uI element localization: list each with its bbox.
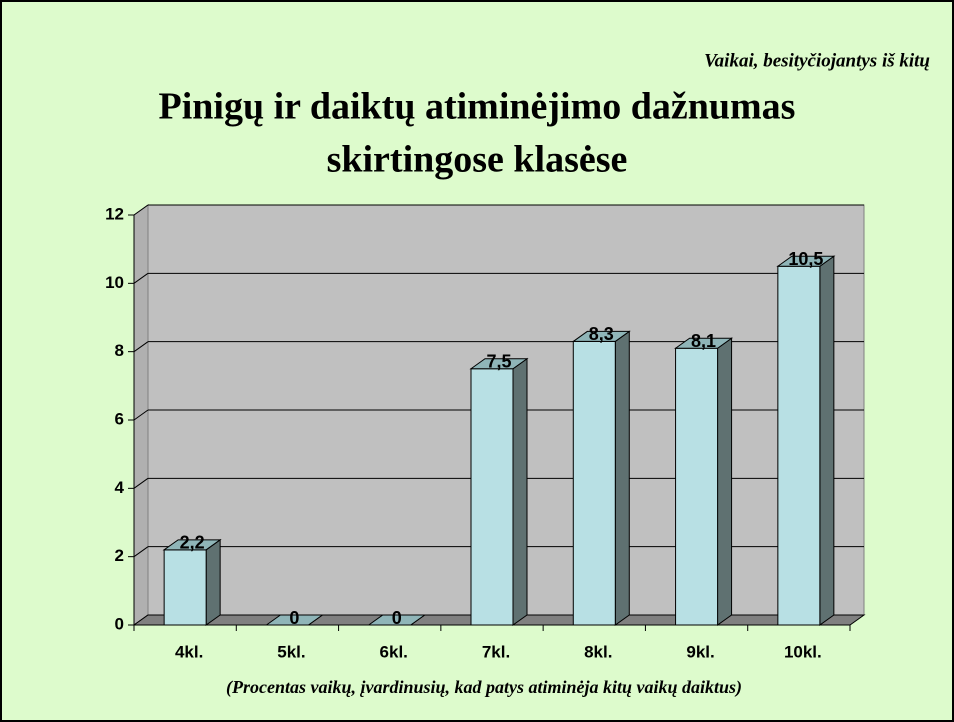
bar-top xyxy=(571,330,631,342)
grid-line xyxy=(133,546,149,558)
y-tick-label: 6 xyxy=(115,409,124,428)
chart-title: skirtingose klasėse xyxy=(327,139,628,181)
note-text: Vaikai, besityčiojantys iš kitų xyxy=(704,50,930,71)
grid-line xyxy=(133,477,149,489)
grid-line xyxy=(133,204,149,216)
y-tick-label: 8 xyxy=(115,341,124,360)
bar-side xyxy=(614,330,630,626)
bar-top xyxy=(469,358,529,370)
y-tick-label: 12 xyxy=(105,204,124,223)
grid-line xyxy=(133,272,149,284)
x-tick-label: 7kl. xyxy=(482,642,510,661)
value-label: 8,1 xyxy=(691,331,716,351)
value-label: 8,3 xyxy=(589,324,614,344)
bar xyxy=(470,368,514,626)
y-tick-label: 0 xyxy=(115,614,124,633)
x-axis-label: (Procentas vaikų, įvardinusių, kad patys… xyxy=(226,677,742,698)
bar xyxy=(777,265,821,626)
chart-title: Pinigų ir daiktų atiminėjimo dažnumas xyxy=(159,86,796,128)
value-label: 0 xyxy=(289,608,299,628)
bar xyxy=(572,340,616,626)
value-label: 2,2 xyxy=(180,533,205,553)
x-tick-label: 4kl. xyxy=(175,642,203,661)
grid-line xyxy=(133,409,149,421)
x-tick-label: 5kl. xyxy=(277,642,305,661)
bar xyxy=(675,347,719,626)
y-tick-label: 2 xyxy=(115,546,124,565)
bar xyxy=(163,549,207,626)
bar-top xyxy=(162,539,222,551)
bar-side xyxy=(512,357,528,626)
y-tick-label: 4 xyxy=(115,478,125,497)
x-tick-label: 10kl. xyxy=(784,642,822,661)
bar-top xyxy=(674,337,734,349)
bar-side xyxy=(819,255,835,626)
x-tick-label: 9kl. xyxy=(686,642,714,661)
bar-side xyxy=(205,538,221,626)
bar-top xyxy=(776,255,836,267)
y-tick-label: 10 xyxy=(105,273,124,292)
value-label: 0 xyxy=(392,608,402,628)
bar-side xyxy=(717,337,733,626)
bar-top xyxy=(367,614,427,626)
value-label: 7,5 xyxy=(486,352,511,372)
bar-top xyxy=(264,614,324,626)
x-tick-label: 8kl. xyxy=(584,642,612,661)
x-tick-label: 6kl. xyxy=(380,642,408,661)
value-label: 10,5 xyxy=(788,249,823,269)
grid-line xyxy=(133,341,149,353)
